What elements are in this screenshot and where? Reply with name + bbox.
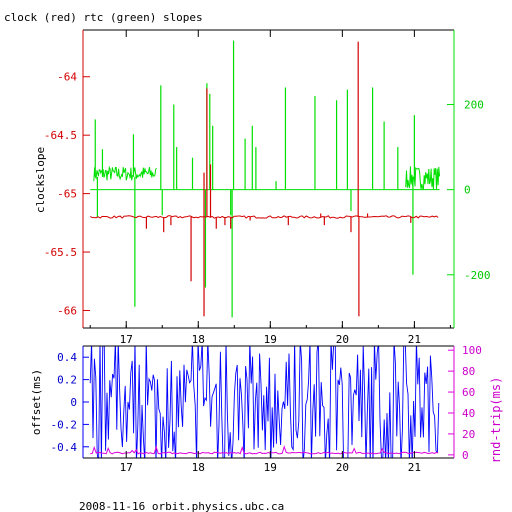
bottom-panel: 17 18 19 20 21 0.4 0.2 0 -0.2 -0.4 100 80 60 40 20 0 off… <box>30 344 503 474</box>
rnd-trip-trace <box>90 445 439 455</box>
bottom-x-tick-label: 18 <box>192 461 205 474</box>
bottom-x-tick-label: 19 <box>264 461 277 474</box>
bottom-right-tick-label: 60 <box>462 386 475 399</box>
bottom-x-tick-label: 20 <box>336 461 349 474</box>
bottom-left-tick-label: -0.4 <box>51 441 78 454</box>
rtc-noise-band <box>405 166 441 190</box>
bottom-right-tick-label: 100 <box>462 344 482 357</box>
bottom-right-tick-label: 20 <box>462 428 475 441</box>
bottom-right-tick-label: 80 <box>462 365 475 378</box>
top-left-tick-label: -64.5 <box>44 129 77 142</box>
bottom-left-axis-label: offset(ms) <box>30 369 43 435</box>
bottom-x-tick-label: 17 <box>120 461 133 474</box>
footer-text: 2008-11-16 orbit.physics.ubc.ca <box>79 500 284 512</box>
top-left-axis-label: clockslope <box>34 147 47 213</box>
rtc-series <box>90 40 441 318</box>
clock-baseline <box>89 215 439 219</box>
top-right-tick-label: -200 <box>464 269 491 282</box>
clock-series <box>89 41 439 317</box>
top-x-tick-label: 21 <box>408 333 421 346</box>
bottom-right-tick-label: 40 <box>462 407 475 420</box>
bottom-left-tick-label: 0.2 <box>57 374 77 387</box>
top-left-tick-label: -64 <box>57 71 77 84</box>
offset-series <box>89 346 440 458</box>
top-left-tick-label: -66 <box>57 304 77 317</box>
bottom-x-tick-label: 21 <box>408 461 421 474</box>
rtc-noise-band <box>93 165 157 182</box>
bottom-left-tick-label: 0 <box>70 396 77 409</box>
chart-title: clock (red) rtc (green) slopes <box>4 11 203 24</box>
bottom-left-tick-label: 0.4 <box>57 351 77 364</box>
top-x-tick-label: 19 <box>264 333 277 346</box>
top-panel: 17 18 19 20 21 -64 -64.5 -65 -65.5 -66 200 0 -200 clo… <box>34 29 491 346</box>
bottom-right-tick-label: 0 <box>462 449 469 462</box>
rnd-trip-series <box>90 445 439 455</box>
top-x-tick-label: 18 <box>192 333 205 346</box>
top-right-tick-label: 200 <box>464 99 484 112</box>
top-x-tick-label: 20 <box>336 333 349 346</box>
offset-trace <box>89 346 440 458</box>
top-left-tick-label: -65.5 <box>44 246 77 259</box>
top-x-tick-label: 17 <box>120 333 133 346</box>
top-right-tick-label: 0 <box>464 184 471 197</box>
bottom-right-axis-label: rnd-trip(ms) <box>489 377 503 464</box>
top-left-tick-label: -65 <box>57 188 77 201</box>
bottom-left-tick-label: -0.2 <box>51 418 78 431</box>
